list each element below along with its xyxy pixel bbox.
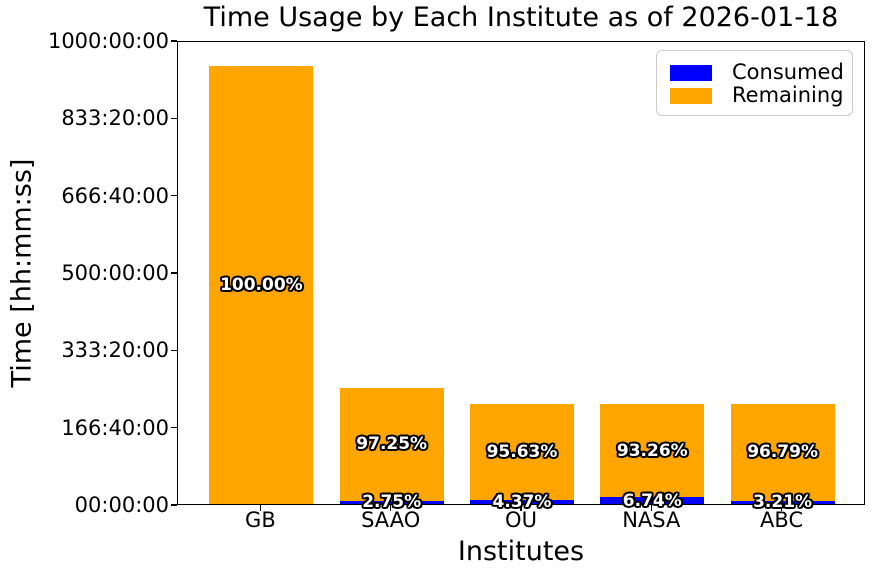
remaining-pct-label: 97.25% <box>356 434 428 455</box>
legend-entry-label: Remaining <box>732 83 844 107</box>
x-tick-label: NASA <box>622 508 681 532</box>
x-tick-mark <box>780 505 783 511</box>
x-axis-label: Institutes <box>457 536 585 567</box>
y-tick-mark <box>171 117 177 120</box>
x-tick-mark <box>520 505 522 511</box>
legend: Consumed Remaining <box>656 50 853 116</box>
y-tick-label: 500:00:00 <box>61 261 169 285</box>
y-tick-label: 166:40:00 <box>61 415 169 440</box>
y-tick-mark <box>171 349 177 352</box>
y-axis-label: Time [hh:mm:ss] <box>6 158 38 388</box>
x-tick-label: GB <box>245 508 276 532</box>
consumed-bar-segment <box>600 497 705 504</box>
remaining-pct-label: 93.26% <box>616 440 688 461</box>
consumed-bar-segment <box>469 499 575 504</box>
y-tick-mark <box>171 272 177 274</box>
legend-entry: Remaining <box>670 85 844 106</box>
x-tick-label: ABC <box>760 508 804 532</box>
x-tick-mark <box>650 505 653 511</box>
remaining-legend-swatch <box>670 87 712 104</box>
consumed-pct-label: 3.21% <box>753 492 813 513</box>
remaining-bar-segment <box>730 404 835 501</box>
x-tick-mark <box>389 505 392 511</box>
consumed-pct-label: 6.74% <box>622 490 682 511</box>
y-tick-label: 833:20:00 <box>61 106 169 131</box>
y-tick-label: 666:40:00 <box>61 183 169 208</box>
legend-entry: Consumed <box>670 62 844 83</box>
y-tick-mark <box>171 40 177 42</box>
remaining-pct-label: 100.00% <box>220 275 303 295</box>
consumed-bar-segment <box>730 500 835 504</box>
consumed-pct-label: 2.75% <box>362 492 422 513</box>
consumed-legend-swatch <box>670 64 712 81</box>
plot-area: Consumed Remaining 100.00% 2.75% 97.25% 4.37… <box>177 41 865 512</box>
consumed-pct-label: 4.37% <box>492 491 552 512</box>
chart-title: Time Usage by Each Institute as of 2026-… <box>203 2 839 33</box>
remaining-pct-label: 96.79% <box>747 442 818 463</box>
y-tick-label: 00:00:00 <box>74 493 169 517</box>
y-tick-label: 333:20:00 <box>61 338 169 363</box>
remaining-bar-segment <box>600 404 705 498</box>
legend-entry-label: Consumed <box>732 60 844 84</box>
remaining-bar-segment <box>209 65 314 504</box>
y-tick-mark <box>171 504 177 506</box>
y-tick-mark <box>171 426 177 429</box>
remaining-bar-segment <box>469 404 575 500</box>
y-tick-label: 1000:00:00 <box>47 29 169 53</box>
x-tick-label: OU <box>505 508 537 532</box>
consumed-bar-segment <box>339 500 444 504</box>
remaining-bar-segment <box>339 388 444 501</box>
x-tick-mark <box>259 505 262 511</box>
x-tick-label: SAAO <box>361 508 421 532</box>
remaining-pct-label: 95.63% <box>486 441 558 462</box>
y-tick-mark <box>171 194 177 197</box>
